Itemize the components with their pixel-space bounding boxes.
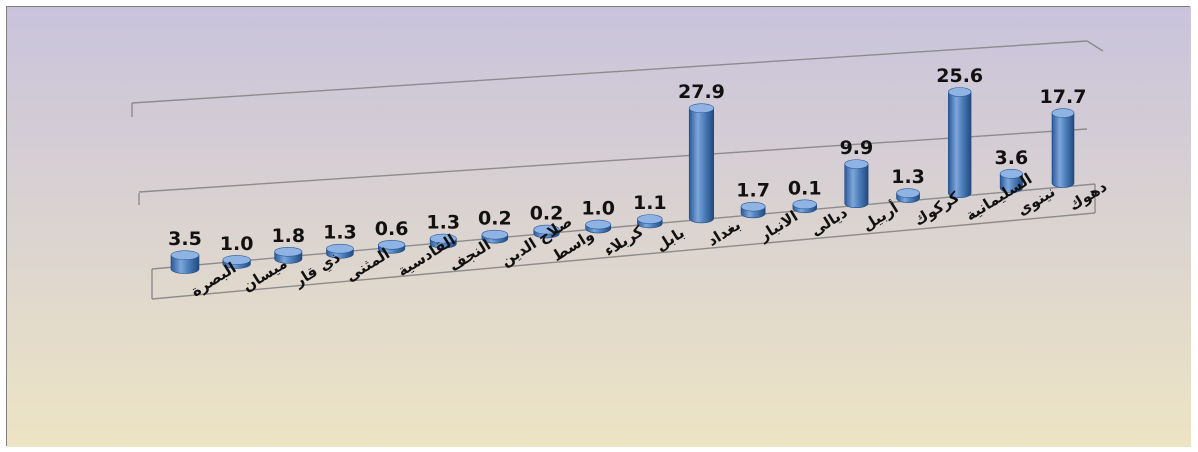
bar-top [1051,108,1075,118]
data-label: 0.1 [788,177,822,199]
data-label: 1.7 [736,180,770,202]
bar [637,214,663,229]
bar-top [222,255,251,265]
data-label: 9.9 [840,137,874,159]
bar-top [585,219,612,230]
bar-top [948,87,972,97]
data-label: 17.7 [1040,86,1087,108]
chart-canvas: 3.5 1.0 1.8 1.3 0.6 1.3 0.2 0.2 1.0 1.1 27.9 1.7 0.1… [7,7,1191,447]
bar-body [948,91,972,198]
bar-body [844,163,869,209]
data-label: 1.3 [323,222,357,244]
bar [222,255,251,269]
gridline [151,212,1096,300]
data-label: 25.6 [936,65,983,87]
data-label: 1.8 [271,225,305,247]
bar-top [999,169,1023,179]
bar [326,243,354,259]
chart-frame: 3.5 1.0 1.8 1.3 0.6 1.3 0.2 0.2 1.0 1.1 27.9 1.7 0.1… [6,6,1191,447]
bar-top [844,159,869,169]
bar-top [326,243,354,254]
bar [1051,108,1075,188]
bar [429,233,457,249]
bar [377,239,406,254]
gridline [131,40,1088,104]
data-label: 3.6 [995,147,1029,169]
data-label: 1.0 [220,233,254,255]
bar [481,229,509,244]
bar-top [274,246,303,257]
data-labels: 3.5 1.0 1.8 1.3 0.6 1.3 0.2 0.2 1.0 1.1 27.9 1.7 0.1… [168,65,1086,255]
bar [533,224,560,239]
gridline [151,183,1096,270]
bar [274,246,303,264]
bar-body [688,107,715,224]
data-label: 0.6 [375,218,409,240]
gridline [1086,40,1104,52]
data-label: 1.0 [581,198,615,220]
bar-top [481,229,509,240]
bar [585,219,612,234]
bar [688,103,715,224]
bar-top [377,239,406,250]
gridline [138,128,1088,193]
data-label: 27.9 [678,81,725,103]
bar-body [999,173,1023,193]
bar-top [170,250,200,260]
data-label: 0.2 [530,203,564,225]
data-label: 1.3 [891,166,925,188]
bar-top [688,103,715,114]
bar-top [896,188,920,198]
bar-top [637,214,663,224]
data-label: 3.5 [168,228,202,250]
bar [792,199,817,214]
bar [740,201,766,219]
bar [170,250,200,274]
bar [844,159,869,209]
bar-top [429,233,457,244]
bar [999,169,1023,193]
bar [948,87,972,198]
data-label: 1.1 [633,192,667,214]
bar [896,188,920,203]
bar-top [740,201,766,212]
data-label: 1.3 [426,212,460,234]
bar-series [170,87,1075,274]
data-label: 0.2 [478,208,512,230]
bar-top [533,224,560,235]
bar-body [1051,112,1075,188]
gridlines [131,40,1104,300]
bar-body [170,254,200,274]
bar-top [792,199,817,210]
